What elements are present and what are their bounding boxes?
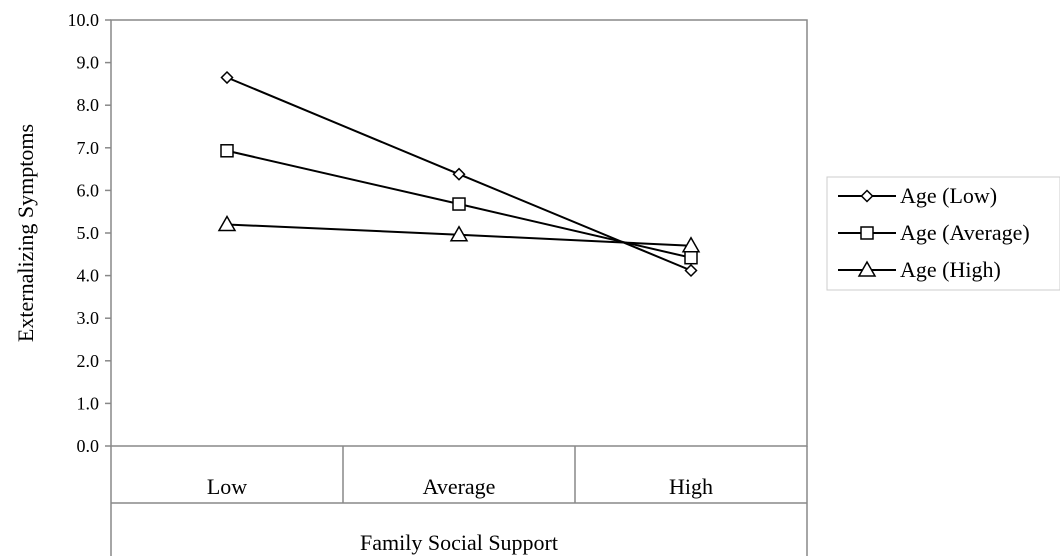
- legend-marker-3: [857, 260, 877, 277]
- y-tick-label: 2.0: [77, 351, 100, 371]
- y-tick-label: 6.0: [77, 180, 100, 200]
- y-tick-label: 3.0: [77, 308, 100, 328]
- y-tick-label: 5.0: [77, 223, 100, 243]
- y-tick-label: 7.0: [77, 138, 100, 158]
- category-label: High: [669, 474, 713, 499]
- x-axis-title: Family Social Support: [360, 530, 558, 555]
- y-tick-label: 4.0: [77, 266, 100, 286]
- legend-label-3: Age (High): [900, 257, 1001, 282]
- series-1-point: [452, 167, 466, 181]
- legend-marker-2: [860, 226, 874, 240]
- series-1-point: [220, 70, 234, 85]
- legend: Age (Low) Age (Average) Age (High): [826, 176, 1060, 291]
- y-axis-ticks: 0.0 1.0 2.0 3.0 4.0 5.0 6.0 7.0 8.0 9.0 10.0: [68, 10, 111, 456]
- legend-items: Age (Low) Age (Average) Age (High): [838, 183, 1030, 282]
- series-3-point: [217, 214, 237, 232]
- legend-marker-1: [860, 189, 874, 203]
- y-tick-label: 10.0: [68, 10, 100, 30]
- y-tick-label: 0.0: [77, 436, 100, 456]
- legend-label-2: Age (Average): [900, 220, 1030, 245]
- category-label: Average: [423, 474, 496, 499]
- series-2-point: [452, 197, 466, 211]
- series-2-point: [684, 250, 698, 265]
- legend-label-1: Age (Low): [900, 183, 997, 208]
- y-tick-label: 1.0: [77, 393, 100, 413]
- series-layer: [217, 70, 701, 278]
- series-1-point: [684, 263, 698, 278]
- y-axis-title: Externalizing Symptoms: [13, 124, 38, 342]
- category-label: Low: [207, 474, 247, 499]
- series-3-point: [449, 225, 469, 242]
- category-labels: Low Average High: [207, 474, 713, 499]
- series-2-point: [220, 144, 234, 158]
- y-tick-label: 8.0: [77, 95, 100, 115]
- category-axis-frame: [110, 446, 808, 556]
- y-tick-label: 9.0: [77, 53, 100, 73]
- series-3-point: [681, 236, 701, 253]
